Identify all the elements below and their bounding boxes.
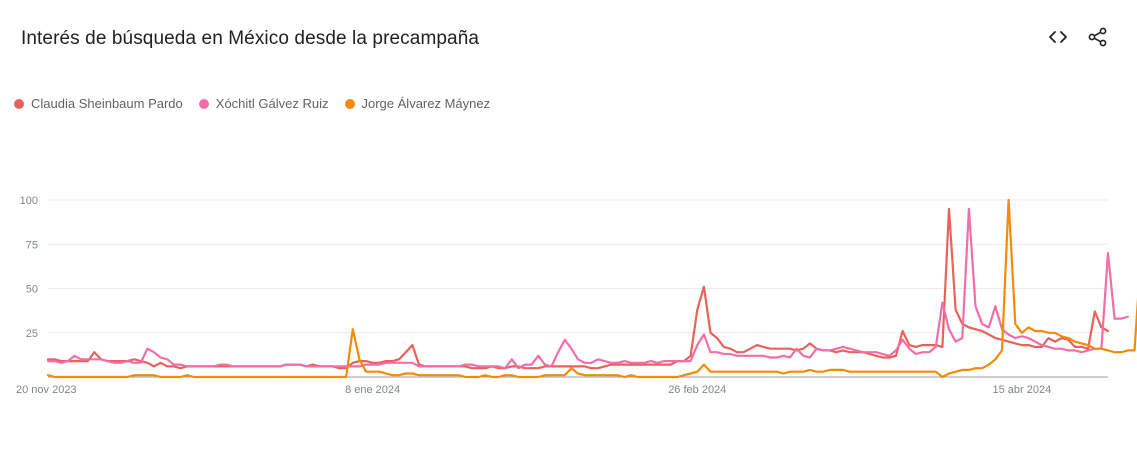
y-tick-label: 50 xyxy=(26,284,38,296)
series-line-2[interactable] xyxy=(46,207,1130,370)
chart-title: Interés de búsqueda en México desde la p… xyxy=(21,28,480,49)
legend-item[interactable]: Claudia Sheinbaum Pardo xyxy=(14,96,183,111)
legend-label: Xóchitl Gálvez Ruiz xyxy=(215,96,329,111)
x-tick-label: 20 nov 2023 xyxy=(16,384,77,396)
code-embed-icon[interactable] xyxy=(1047,26,1069,48)
legend-dot-icon xyxy=(198,98,209,109)
legend-item[interactable]: Jorge Álvarez Máynez xyxy=(344,96,491,111)
legend-label: Jorge Álvarez Máynez xyxy=(361,96,491,111)
x-tick-label: 26 feb 2024 xyxy=(668,384,726,396)
series-line-3[interactable] xyxy=(46,198,1137,379)
y-tick-label: 100 xyxy=(20,195,38,207)
x-tick-label: 8 ene 2024 xyxy=(345,384,400,396)
chart-legend: Claudia Sheinbaum Pardo Xóchitl Gálvez Ru… xyxy=(14,96,490,111)
series-line-1[interactable] xyxy=(46,207,1110,370)
x-tick-label: 15 abr 2024 xyxy=(993,384,1052,396)
line-chart: 100 75 50 25 20 nov 2023 8 ene 2024 26 feb 202… xyxy=(16,195,1137,396)
legend-dot-icon xyxy=(344,98,355,109)
y-tick-label: 75 xyxy=(26,239,38,251)
share-icon[interactable] xyxy=(1087,26,1109,48)
legend-item[interactable]: Xóchitl Gálvez Ruiz xyxy=(198,96,329,111)
header-actions xyxy=(1047,26,1109,48)
legend-label: Claudia Sheinbaum Pardo xyxy=(31,96,183,111)
legend-dot-icon xyxy=(14,98,24,109)
y-tick-label: 25 xyxy=(26,328,38,340)
